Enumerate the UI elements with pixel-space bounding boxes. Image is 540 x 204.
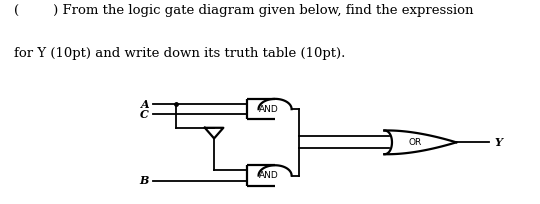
Text: for Y (10pt) and write down its truth table (10pt).: for Y (10pt) and write down its truth ta… bbox=[14, 47, 345, 60]
Text: Y: Y bbox=[495, 137, 502, 148]
Text: (        ) From the logic gate diagram given below, find the expression: ( ) From the logic gate diagram given be… bbox=[14, 4, 473, 17]
Text: B: B bbox=[140, 175, 149, 186]
Text: A: A bbox=[140, 99, 149, 110]
Text: C: C bbox=[140, 109, 149, 120]
Text: AND: AND bbox=[259, 171, 278, 180]
Text: AND: AND bbox=[259, 105, 278, 114]
Text: OR: OR bbox=[408, 138, 422, 147]
